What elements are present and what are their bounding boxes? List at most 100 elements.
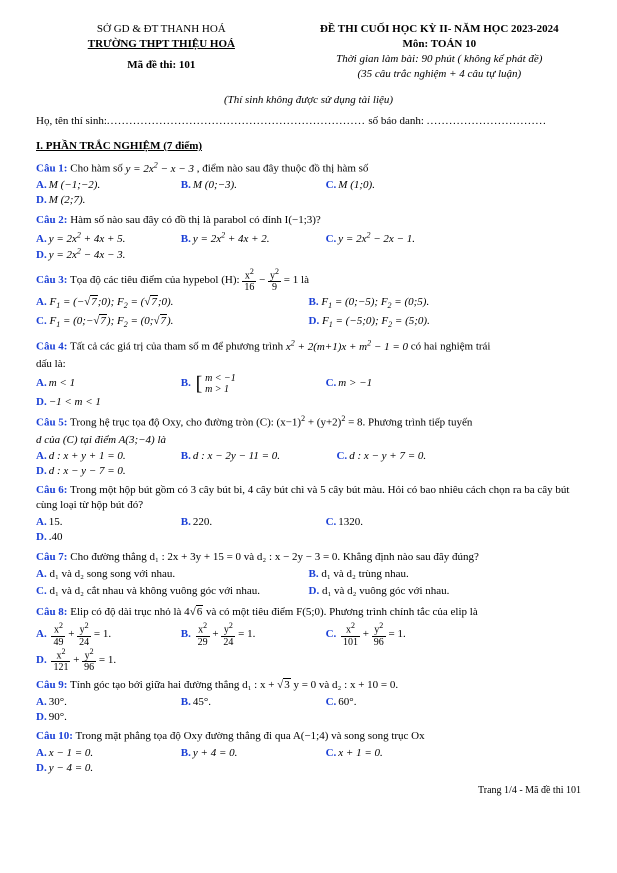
q10-opts: A.x − 1 = 0. B.y + 4 = 0. C.x + 1 = 0. D… — [36, 746, 581, 776]
q1-a: M (−1;−2). — [49, 179, 101, 191]
q9-opts: A.30°. B.45°. C.60°. D.90°. — [36, 695, 581, 725]
q6-a: 15. — [49, 516, 63, 528]
q1-a-label: A. — [36, 179, 47, 191]
q5-d: d : x − y − 7 = 0. — [49, 465, 126, 477]
subject: Môn: TOÁN 10 — [298, 37, 581, 52]
q10: Câu 10: Trong mặt phẳng tọa độ Oxy đường… — [36, 729, 581, 744]
q6-text: Trong một hộp bút gồm có 3 cây bút bi, 4… — [36, 484, 569, 511]
q8-label: Câu 8: — [36, 606, 67, 618]
q2-d: y = 2x2 − 4x − 3. — [49, 249, 126, 261]
q1-b: M (0;−3). — [193, 179, 237, 191]
exam-page: SỞ GD & ĐT THANH HOÁ TRƯỜNG THPT THIỆU H… — [0, 0, 617, 807]
q1-text: Cho hàm số — [70, 163, 125, 175]
q9-text2: y = 0 và d₂ : x + 10 = 0. — [293, 679, 398, 691]
header: SỞ GD & ĐT THANH HOÁ TRƯỜNG THPT THIỆU H… — [36, 22, 581, 81]
q4-a: m < 1 — [49, 377, 75, 389]
q1-b-label: B. — [181, 179, 191, 191]
q5-c: d : x − y + 7 = 0. — [349, 450, 426, 462]
note: (Thí sinh không được sử dụng tài liệu) — [36, 93, 581, 108]
id-dots: ................................ — [427, 115, 547, 127]
header-left: SỞ GD & ĐT THANH HOÁ TRƯỜNG THPT THIỆU H… — [36, 22, 287, 81]
q5-b: d : x − 2y − 11 = 0. — [193, 450, 280, 462]
q5-opts: A.d : x + y + 1 = 0. B.d : x − 2y − 11 =… — [36, 449, 581, 479]
q5: Câu 5: Trong hệ trục tọa độ Oxy, cho đườ… — [36, 414, 581, 431]
q6-c: 1320. — [338, 516, 363, 528]
q7: Câu 7: Cho đường thẳng d₁ : 2x + 3y + 15… — [36, 550, 581, 565]
q10-d: y − 4 = 0. — [49, 762, 93, 774]
q10-b: y + 4 = 0. — [193, 747, 237, 759]
q3-text: Tọa độ các tiêu điểm của hypebol (H): — [70, 274, 242, 286]
q3-opts: A. F1 = (−7;0); F2 = (7;0). B. F1 = (0;−… — [36, 295, 581, 333]
q8-text: Elip có độ dài trục nhỏ là 4 — [70, 606, 189, 618]
q3-a: F1 = (−7;0); F2 = (7;0). — [49, 296, 173, 308]
q1-d-label: D. — [36, 194, 47, 206]
q6: Câu 6: Trong một hộp bút gồm có 3 cây bú… — [36, 483, 581, 513]
format: (35 câu trắc nghiệm + 4 câu tự luận) — [298, 67, 581, 82]
time: Thời gian làm bài: 90 phút ( không kể ph… — [298, 52, 581, 67]
q9-label: Câu 9: — [36, 679, 67, 691]
q3-label: Câu 3: — [36, 274, 67, 286]
q2-c: y = 2x2 − 2x − 1. — [338, 233, 415, 245]
q3-b: F1 = (0;−5); F2 = (0;5). — [321, 296, 429, 308]
q9-text: Tính góc tạo bởi giữa hai đường thẳng d₁… — [70, 679, 277, 691]
q8-opts: A. x249 + y224 = 1. B. x229 + y224 = 1. … — [36, 622, 581, 673]
q4-label: Câu 4: — [36, 341, 67, 353]
q10-text: Trong mặt phẳng tọa độ Oxy đường thẳng đ… — [76, 730, 425, 742]
q6-opts: A.15. B.220. C.1320. D..40 — [36, 515, 581, 545]
q5-line2: d của (C) tại điểm A(3;−4) là — [36, 433, 581, 448]
q3-text2: là — [301, 274, 309, 286]
q10-a: x − 1 = 0. — [49, 747, 93, 759]
name-label: Họ, tên thí sinh: — [36, 115, 107, 127]
q8: Câu 8: Elip có độ dài trục nhỏ là 46 và … — [36, 605, 581, 620]
q4-tail: dấu là: — [36, 357, 581, 372]
q7-b: d₁ và d₂ trùng nhau. — [321, 568, 408, 580]
q6-d: .40 — [49, 531, 63, 543]
q1-formula: y = 2x2 − x − 3 — [126, 163, 194, 175]
q9: Câu 9: Tính góc tạo bởi giữa hai đường t… — [36, 678, 581, 693]
q1-text2: , điểm nào sau đây thuộc đồ thị hàm số — [197, 163, 369, 175]
q1-opts: A.M (−1;−2). B.M (0;−3). C.M (1;0). D.M … — [36, 178, 581, 208]
header-right: ĐỀ THI CUỐI HỌC KỲ II- NĂM HỌC 2023-2024… — [298, 22, 581, 81]
q7-opts: A. d₁ và d₂ song song với nhau. B. d₁ và… — [36, 567, 581, 601]
q4-eq: x2 + 2(m+1)x + m2 − 1 = 0 — [286, 341, 408, 353]
id-label: số báo danh: — [368, 115, 424, 127]
q2-label: Câu 2: — [36, 214, 67, 226]
q9-b: 45°. — [193, 696, 211, 708]
q2-b: y = 2x2 + 4x + 2. — [193, 233, 270, 245]
q1-c-label: C. — [326, 179, 337, 191]
q9-a: 30°. — [49, 696, 67, 708]
name-dots: ........................................… — [107, 115, 366, 127]
footer: Trang 1/4 - Mã đề thi 101 — [36, 784, 581, 798]
exam-code: Mã đề thi: 101 — [36, 58, 287, 73]
q5-t2: + (y+2) — [308, 417, 341, 429]
q3: Câu 3: Tọa độ các tiêu điểm của hypebol … — [36, 268, 581, 293]
name-line: Họ, tên thí sinh:.......................… — [36, 114, 581, 129]
q4-opts: A.m < 1 B. [ m < −1m > 1 C.m > −1 D.−1 <… — [36, 373, 581, 410]
q2-a: y = 2x2 + 4x + 5. — [49, 233, 126, 245]
q2: Câu 2: Hàm số nào sau đây có đồ thị là p… — [36, 213, 581, 228]
q2-opts: A.y = 2x2 + 4x + 5. B.y = 2x2 + 4x + 2. … — [36, 230, 581, 263]
q10-label: Câu 10: — [36, 730, 73, 742]
q8-text2: và có một tiêu điểm F(5;0). Phương trình… — [206, 606, 478, 618]
q1-label: Câu 1: — [36, 163, 67, 175]
exam-title: ĐỀ THI CUỐI HỌC KỲ II- NĂM HỌC 2023-2024 — [298, 22, 581, 37]
q3-c: F1 = (0;−7); F2 = (0;7). — [49, 315, 173, 327]
section-1: I. PHẦN TRẮC NGHIỆM (7 điểm) — [36, 139, 581, 154]
school: TRƯỜNG THPT THIỆU HOÁ — [36, 37, 287, 52]
q5-t1: Trong hệ trục tọa độ Oxy, cho đường tròn… — [70, 417, 301, 429]
q5-t3: = 8. Phương trình tiếp tuyến — [348, 417, 472, 429]
q9-c: 60°. — [338, 696, 356, 708]
q7-d: d₁ và d₂ vuông góc với nhau. — [322, 585, 449, 597]
brace-icon: [ — [196, 376, 203, 392]
q9-d: 90°. — [49, 711, 67, 723]
q2-text: Hàm số nào sau đây có đồ thị là parabol … — [70, 214, 321, 226]
q5-label: Câu 5: — [36, 417, 67, 429]
q4-text2: có hai nghiệm trái — [411, 341, 491, 353]
q5-a: d : x + y + 1 = 0. — [49, 450, 126, 462]
q1-c: M (1;0). — [338, 179, 375, 191]
q6-label: Câu 6: — [36, 484, 67, 496]
q1: Câu 1: Cho hàm số y = 2x2 − x − 3 , điểm… — [36, 160, 581, 177]
q4-d: −1 < m < 1 — [49, 396, 101, 408]
q1-d: M (2;7). — [49, 194, 86, 206]
q7-a: d₁ và d₂ song song với nhau. — [49, 568, 175, 580]
